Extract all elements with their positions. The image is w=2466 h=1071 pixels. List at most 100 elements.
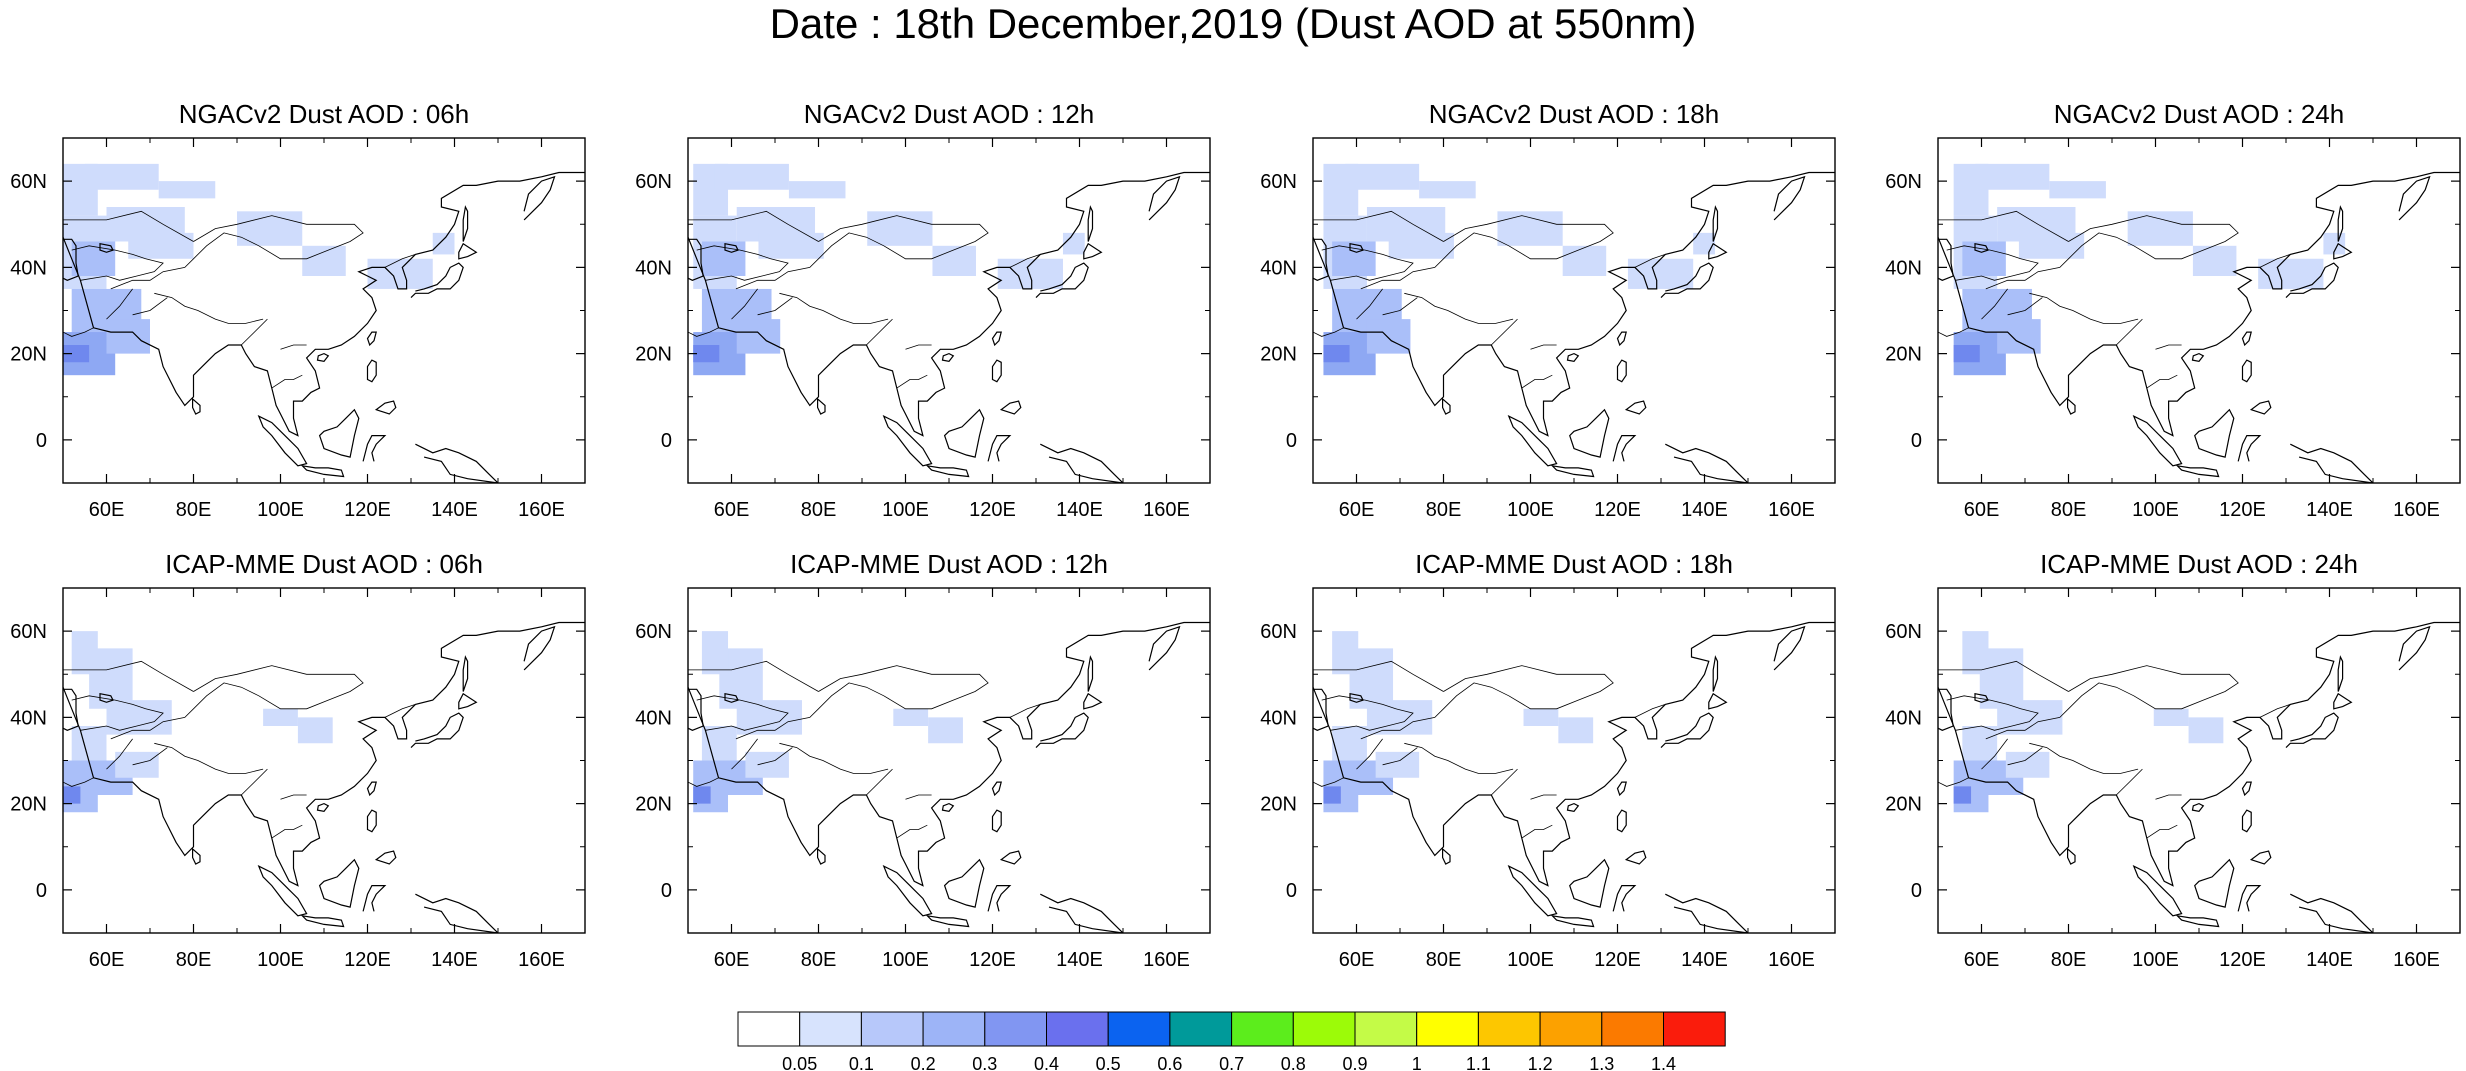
coastline bbox=[1507, 864, 1558, 917]
country-border bbox=[688, 327, 719, 337]
country-border bbox=[1321, 245, 1414, 281]
coastline bbox=[1566, 352, 1580, 363]
dust-aod-cell bbox=[1558, 717, 1594, 744]
colorbar-swatch bbox=[1601, 1011, 1664, 1047]
coastline bbox=[2067, 397, 2076, 415]
coastline bbox=[2337, 205, 2344, 242]
coastline bbox=[63, 688, 79, 731]
coastline bbox=[458, 692, 478, 710]
colorbar-label: 0.6 bbox=[1157, 1054, 1182, 1070]
coastline bbox=[1349, 242, 1364, 253]
coastline bbox=[724, 242, 739, 253]
lon-tick-label: 120E bbox=[2219, 499, 2266, 521]
country-border bbox=[106, 738, 133, 770]
lat-tick-label: 0 bbox=[36, 430, 47, 452]
coastline bbox=[1313, 238, 1329, 281]
lat-tick-label: 40N bbox=[1885, 257, 1922, 279]
country-border bbox=[1981, 288, 2008, 320]
panel-title: ICAP-MME Dust AOD : 12h bbox=[790, 549, 1108, 579]
colorbar-label: 0.8 bbox=[1281, 1054, 1306, 1070]
coastline bbox=[2194, 408, 2235, 458]
country-border bbox=[2259, 704, 2291, 718]
country-border bbox=[1356, 738, 1383, 770]
lat-tick-label: 0 bbox=[1286, 430, 1297, 452]
panel-title: ICAP-MME Dust AOD : 18h bbox=[1415, 549, 1733, 579]
country-border bbox=[688, 777, 719, 787]
coastline bbox=[1665, 893, 1749, 933]
map-panel: ICAP-MME Dust AOD : 06h 60E 80E 100E 120E 140… bbox=[10, 549, 586, 971]
dust-aod-cell bbox=[1497, 211, 1563, 246]
dust-aod-cell bbox=[2127, 211, 2193, 246]
dust-aod-cell bbox=[1345, 163, 1420, 190]
lon-tick-label: 100E bbox=[2132, 499, 2179, 521]
lat-tick-label: 20N bbox=[1885, 794, 1922, 816]
lat-tick-label: 40N bbox=[1885, 707, 1922, 729]
page-title: Date : 18th December,2019 (Dust AOD at 5… bbox=[769, 0, 1697, 47]
country-border bbox=[154, 292, 264, 324]
country-border bbox=[110, 215, 364, 290]
coastline bbox=[257, 414, 308, 467]
country-border bbox=[1985, 665, 2239, 740]
panel-title: NGACv2 Dust AOD : 18h bbox=[1429, 99, 1719, 129]
dust-aod-cell bbox=[1975, 163, 2050, 190]
lon-tick-label: 120E bbox=[2219, 949, 2266, 971]
coastline bbox=[192, 397, 201, 415]
country-border bbox=[1938, 660, 2069, 692]
dust-aod-cell bbox=[2005, 751, 2050, 778]
country-border bbox=[1360, 665, 1614, 740]
lon-tick-label: 140E bbox=[1056, 949, 1103, 971]
coastline bbox=[99, 692, 114, 703]
dust-aod-cell bbox=[736, 319, 781, 354]
dust-aod-cell bbox=[1366, 319, 1411, 354]
dust-aod-cell bbox=[1366, 700, 1433, 735]
colorbar-legend: 0.05 0.1 0.2 0.3 0.4 0.5 0.6 0.7 0.8 0.9 1 1.1 1.2 1.… bbox=[737, 1011, 1726, 1070]
country-border bbox=[1946, 695, 2039, 731]
coastline bbox=[882, 864, 933, 917]
country-border bbox=[696, 245, 789, 281]
colorbar-swatch bbox=[1292, 1011, 1356, 1047]
coastline bbox=[362, 435, 387, 462]
coastline bbox=[1938, 621, 2460, 887]
coastline bbox=[1612, 435, 1637, 462]
lon-tick-label: 80E bbox=[801, 499, 837, 521]
lon-tick-label: 100E bbox=[882, 949, 929, 971]
lat-tick-label: 60N bbox=[635, 621, 672, 643]
panel-title: ICAP-MME Dust AOD : 06h bbox=[165, 549, 483, 579]
coastline bbox=[1566, 802, 1580, 813]
dust-aod-cell bbox=[2018, 232, 2085, 259]
lon-tick-label: 80E bbox=[176, 499, 212, 521]
coastline bbox=[1708, 692, 1728, 710]
coastline bbox=[63, 171, 585, 437]
coastline bbox=[991, 359, 1002, 383]
coastline bbox=[2290, 893, 2374, 933]
coastline bbox=[257, 864, 308, 917]
lon-tick-label: 100E bbox=[257, 949, 304, 971]
lat-tick-label: 60N bbox=[10, 621, 47, 643]
colorbar-swatch bbox=[1663, 1011, 1726, 1047]
map-panel: ICAP-MME Dust AOD : 12h 60E 80E 100E 120E 140… bbox=[635, 549, 1211, 971]
dust-aod-cell bbox=[302, 245, 346, 276]
colorbar-label: 1.3 bbox=[1589, 1054, 1614, 1070]
coastline bbox=[987, 885, 1012, 912]
panel-title: NGACv2 Dust AOD : 06h bbox=[179, 99, 469, 129]
lat-tick-label: 0 bbox=[661, 430, 672, 452]
coastline bbox=[374, 850, 397, 865]
country-border bbox=[896, 824, 928, 839]
coastline bbox=[1087, 655, 1094, 692]
coastline bbox=[1773, 625, 1806, 671]
coastline bbox=[63, 621, 585, 887]
coastline bbox=[943, 858, 985, 908]
lon-tick-label: 140E bbox=[1681, 949, 1728, 971]
dust-aod-cell bbox=[693, 345, 720, 363]
lon-tick-label: 100E bbox=[1507, 499, 1554, 521]
country-border bbox=[1938, 777, 1969, 787]
country-border bbox=[71, 695, 164, 731]
country-border bbox=[241, 768, 268, 796]
lat-tick-label: 20N bbox=[635, 344, 672, 366]
country-border bbox=[63, 777, 94, 787]
coastline bbox=[1040, 893, 1124, 933]
country-border bbox=[866, 318, 893, 346]
lon-tick-label: 60E bbox=[1964, 499, 2000, 521]
dust-aod-cell bbox=[928, 717, 963, 744]
country-border bbox=[1530, 794, 1557, 800]
